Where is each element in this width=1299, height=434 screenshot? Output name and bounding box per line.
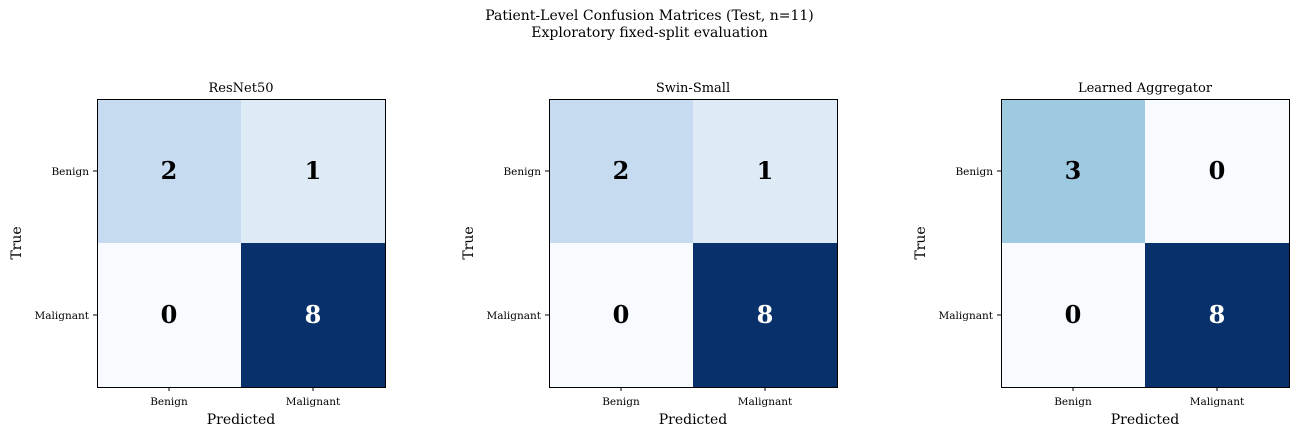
x-axis-label: Predicted [1111,412,1180,428]
y-tick-label: Malignant [939,310,994,322]
figure-subtitle: Exploratory fixed-split evaluation [531,25,768,41]
axes-frame [97,99,386,388]
cell-value-label: 1 [757,156,774,185]
y-tick-label: Benign [955,166,993,178]
cell-value-label: 0 [1209,156,1226,185]
matrix-cell [1145,243,1289,387]
cell-value-label: 3 [1065,156,1082,185]
panel-title: ResNet50 [209,81,274,96]
confusion-matrix-panel: 3 0 0 8 Learned Aggregator Benign Malignant Ben… [913,81,1290,428]
cell-value-label: 8 [305,300,322,329]
cell-value-label: 0 [161,300,178,329]
matrix-cell [241,99,385,243]
x-tick-label: Benign [150,396,188,408]
x-tick-label: Malignant [738,396,793,408]
y-axis-label: True [913,226,929,259]
panel-title: Swin-Small [656,81,730,96]
matrix-cell [549,99,693,243]
y-tick-label: Benign [51,166,89,178]
panel-title: Learned Aggregator [1078,81,1213,96]
x-tick-label: Malignant [286,396,341,408]
matrix-cell [1001,243,1145,387]
figure-title: Patient-Level Confusion Matrices (Test, … [485,8,814,24]
matrix-cell [97,99,241,243]
matrix-cell [693,243,837,387]
matrix-cell [1145,99,1289,243]
cell-value-label: 0 [1065,300,1082,329]
matrix-cell [97,243,241,387]
x-tick-label: Malignant [1190,396,1245,408]
cell-value-label: 2 [613,156,630,185]
matrix-cell [1001,99,1145,243]
cell-value-label: 1 [305,156,322,185]
confusion-matrix-panel: 2 1 0 8 ResNet50 Benign Malignant Benign Maligna… [9,81,386,428]
matrix-cell [549,243,693,387]
x-tick-label: Benign [1054,396,1092,408]
matrix-cell [241,243,385,387]
y-tick-label: Malignant [487,310,542,322]
axes-frame [1001,99,1290,388]
y-tick-label: Benign [503,166,541,178]
cell-value-label: 2 [161,156,178,185]
x-tick-label: Benign [602,396,640,408]
y-axis-label: True [9,226,25,259]
x-axis-label: Predicted [207,412,276,428]
y-axis-label: True [461,226,477,259]
y-tick-label: Malignant [35,310,90,322]
confusion-matrix-panel: 2 1 0 8 Swin-Small Benign Malignant Benign Malig… [461,81,838,428]
x-axis-label: Predicted [659,412,728,428]
cell-value-label: 8 [1209,300,1226,329]
axes-frame [549,99,838,388]
cell-value-label: 0 [613,300,630,329]
matrix-cell [693,99,837,243]
cell-value-label: 8 [757,300,774,329]
